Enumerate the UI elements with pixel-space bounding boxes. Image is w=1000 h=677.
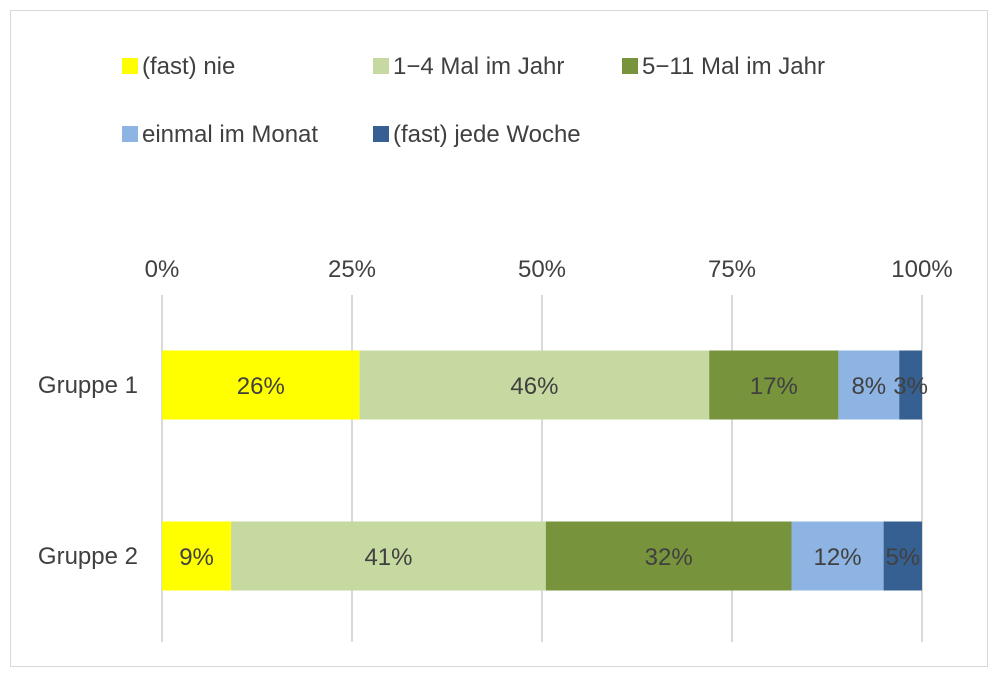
- x-tick-label: 100%: [891, 256, 952, 283]
- bars: [162, 350, 922, 591]
- data-labels: 26% 46% 17% 8% 3% 9% 41% 32% 12% 5%: [179, 373, 928, 571]
- bar-data-label: 9%: [179, 544, 214, 571]
- x-tick-label: 75%: [708, 256, 756, 283]
- legend-entry: einmal im Monat: [142, 121, 318, 148]
- bar-segment: [162, 350, 360, 420]
- bar-segment: [162, 521, 232, 591]
- x-axis-ticks: 0% 25% 50% 75% 100%: [145, 256, 953, 283]
- x-tick-label: 0%: [145, 256, 180, 283]
- bar-segment: [709, 350, 839, 420]
- bar-data-label: 5%: [885, 544, 920, 571]
- bar-segment: [899, 350, 922, 420]
- legend-swatch: [122, 126, 138, 142]
- bar-data-label: 26%: [237, 373, 285, 400]
- bar-data-label: 8%: [851, 373, 886, 400]
- legend-entry: (fast) jede Woche: [393, 121, 581, 148]
- bar-data-label: 3%: [893, 373, 928, 400]
- bar-segment: [791, 521, 884, 591]
- bar-segment: [359, 350, 710, 420]
- bar-data-label: 41%: [364, 544, 412, 571]
- legend-swatch: [373, 126, 389, 142]
- category-axis: Gruppe 1 Gruppe 2: [38, 372, 138, 570]
- legend-swatch: [622, 58, 638, 74]
- bar-segment: [838, 350, 900, 420]
- legend-swatch: [373, 58, 389, 74]
- bar-segment: [231, 521, 546, 591]
- legend-swatch: [122, 58, 138, 74]
- bar-segment: [545, 521, 792, 591]
- x-tick-label: 25%: [328, 256, 376, 283]
- legend-entry: 1−4 Mal im Jahr: [393, 53, 564, 80]
- legend-entry: 5−11 Mal im Jahr: [642, 53, 825, 80]
- legend: (fast) nie 1−4 Mal im Jahr 5−11 Mal im Jah…: [122, 53, 825, 148]
- bar-data-label: 32%: [645, 544, 693, 571]
- x-tick-label: 50%: [518, 256, 566, 283]
- bar-data-label: 46%: [510, 373, 558, 400]
- legend-entry: (fast) nie: [142, 53, 235, 80]
- category-label: Gruppe 2: [38, 543, 138, 570]
- bar-data-label: 17%: [750, 373, 798, 400]
- bar-data-label: 12%: [814, 544, 862, 571]
- bar-segment: [883, 521, 922, 591]
- category-label: Gruppe 1: [38, 372, 138, 399]
